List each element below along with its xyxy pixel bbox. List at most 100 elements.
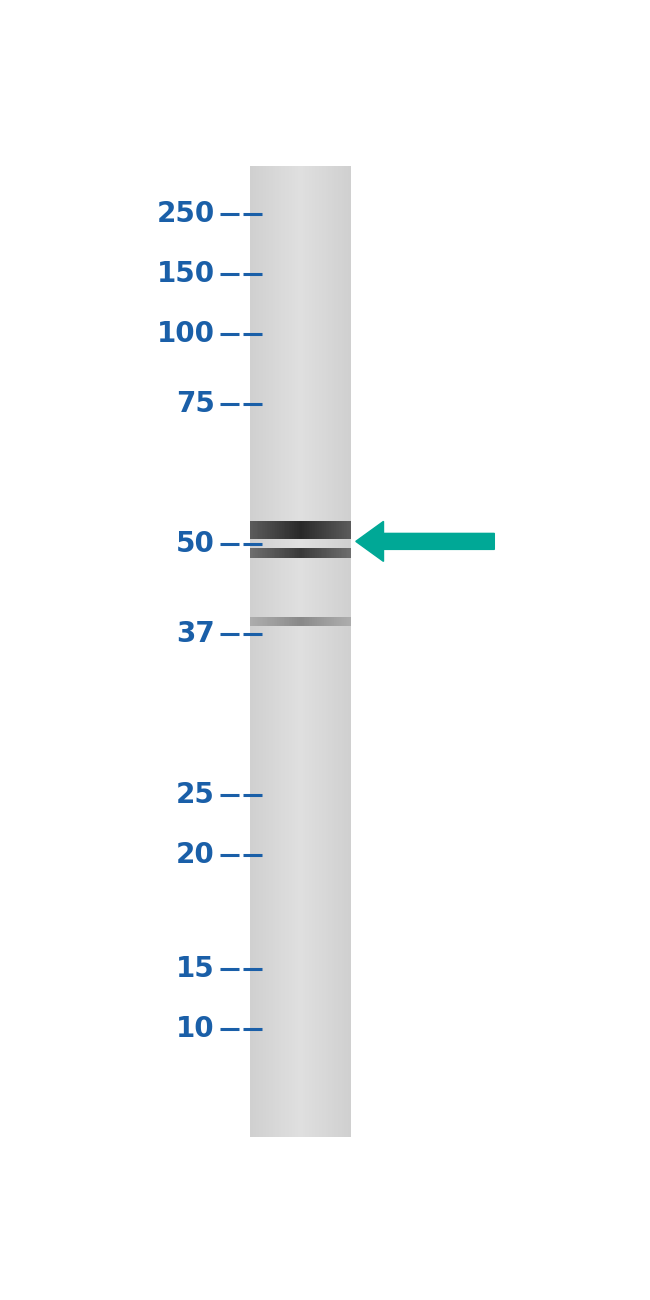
Bar [291, 166, 292, 1138]
Bar [329, 521, 331, 540]
Bar [285, 549, 287, 559]
Bar [306, 521, 307, 540]
Bar [347, 166, 349, 1138]
Bar [329, 618, 331, 627]
Bar [266, 166, 268, 1138]
Text: 37: 37 [176, 620, 214, 649]
Bar [299, 549, 301, 559]
Text: 75: 75 [176, 390, 214, 419]
Bar [255, 618, 257, 627]
Bar [346, 166, 348, 1138]
Bar [314, 166, 316, 1138]
Bar [344, 166, 346, 1138]
Bar [291, 618, 292, 627]
Bar [334, 549, 336, 559]
Bar [256, 166, 258, 1138]
Bar [294, 549, 296, 559]
Bar [299, 166, 301, 1138]
Bar [314, 618, 316, 627]
Bar [324, 618, 326, 627]
Bar [339, 618, 341, 627]
Bar [329, 549, 331, 559]
Bar [349, 521, 351, 540]
Bar [279, 618, 281, 627]
Bar [348, 166, 350, 1138]
Bar [274, 521, 276, 540]
Bar [250, 521, 252, 540]
Bar [297, 521, 299, 540]
Bar [322, 618, 324, 627]
Bar [283, 166, 285, 1138]
Bar [303, 166, 305, 1138]
Bar [260, 618, 262, 627]
Text: 20: 20 [176, 841, 214, 868]
Bar [252, 521, 254, 540]
Bar [300, 521, 302, 540]
Bar [252, 549, 254, 559]
Bar [334, 618, 336, 627]
Bar [311, 618, 313, 627]
Bar [277, 549, 279, 559]
Bar [306, 166, 307, 1138]
Bar [285, 166, 287, 1138]
FancyArrow shape [356, 521, 494, 562]
Bar [274, 618, 276, 627]
Bar [293, 166, 294, 1138]
Bar [341, 549, 343, 559]
Bar [330, 166, 331, 1138]
Bar [292, 166, 293, 1138]
Bar [312, 166, 313, 1138]
Bar [260, 166, 262, 1138]
Bar [317, 166, 318, 1138]
Bar [252, 166, 254, 1138]
Bar [331, 618, 333, 627]
Bar [291, 521, 292, 540]
Bar [265, 549, 267, 559]
Bar [268, 521, 270, 540]
Bar [322, 166, 324, 1138]
Bar [275, 166, 277, 1138]
Bar [279, 521, 281, 540]
Bar [312, 549, 315, 559]
Bar [324, 549, 326, 559]
Bar [250, 618, 252, 627]
Bar [315, 549, 318, 559]
Bar [338, 166, 340, 1138]
Bar [307, 549, 309, 559]
Bar [334, 166, 336, 1138]
Bar [294, 521, 296, 540]
Bar [308, 166, 309, 1138]
Bar [262, 521, 264, 540]
Bar [319, 618, 321, 627]
Bar [302, 521, 304, 540]
Bar [281, 166, 283, 1138]
Bar [279, 166, 281, 1138]
Bar [270, 521, 272, 540]
Bar [285, 618, 287, 627]
Bar [270, 166, 272, 1138]
Bar [331, 521, 333, 540]
Bar [260, 549, 262, 559]
Bar [315, 166, 317, 1138]
Bar [307, 618, 309, 627]
Text: 100: 100 [157, 320, 215, 348]
Bar [327, 618, 330, 627]
Bar [284, 166, 286, 1138]
Bar [322, 549, 324, 559]
Bar [259, 166, 261, 1138]
Bar [326, 618, 328, 627]
Bar [277, 521, 279, 540]
Bar [320, 549, 322, 559]
Bar [300, 166, 302, 1138]
Bar [287, 618, 289, 627]
Bar [255, 166, 257, 1138]
Bar [257, 549, 259, 559]
Bar [292, 618, 294, 627]
Bar [269, 166, 270, 1138]
Bar [328, 166, 330, 1138]
Bar [254, 618, 255, 627]
Bar [254, 521, 255, 540]
Bar [344, 618, 346, 627]
Bar [309, 521, 311, 540]
Bar [257, 618, 259, 627]
